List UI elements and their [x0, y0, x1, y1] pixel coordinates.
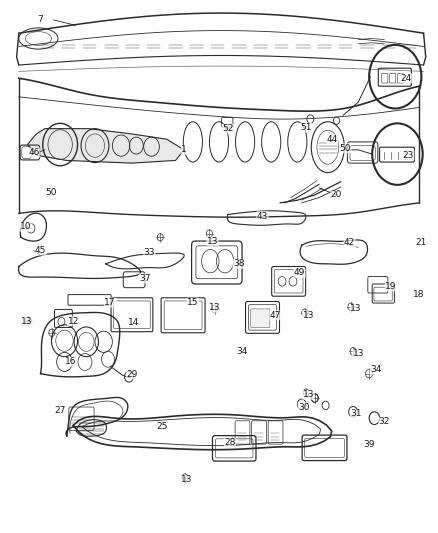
- Text: 34: 34: [370, 366, 381, 374]
- Text: 32: 32: [379, 417, 390, 426]
- Text: 31: 31: [350, 409, 362, 418]
- Text: 42: 42: [344, 238, 355, 247]
- Text: 13: 13: [207, 237, 218, 246]
- Text: 14: 14: [128, 318, 140, 327]
- Text: 13: 13: [180, 475, 192, 484]
- Text: 19: 19: [385, 282, 397, 291]
- Text: 12: 12: [67, 317, 79, 326]
- Text: 52: 52: [222, 124, 233, 133]
- Text: 43: 43: [257, 212, 268, 221]
- Polygon shape: [28, 128, 184, 163]
- Text: 13: 13: [350, 304, 362, 313]
- Text: 13: 13: [21, 317, 32, 326]
- Text: 7: 7: [38, 15, 43, 25]
- Text: 17: 17: [104, 298, 116, 307]
- Text: 13: 13: [303, 390, 314, 399]
- Text: 13: 13: [209, 303, 220, 312]
- Text: 51: 51: [300, 123, 312, 132]
- Text: 15: 15: [187, 298, 199, 307]
- Text: 1: 1: [181, 146, 187, 155]
- Text: 28: 28: [224, 438, 236, 447]
- FancyBboxPatch shape: [251, 309, 270, 327]
- Text: 10: 10: [20, 222, 31, 231]
- Text: 27: 27: [54, 406, 66, 415]
- Text: 45: 45: [35, 246, 46, 255]
- Text: 50: 50: [46, 188, 57, 197]
- Text: 44: 44: [327, 135, 338, 144]
- Text: 25: 25: [157, 422, 168, 431]
- Text: 47: 47: [270, 311, 281, 320]
- Text: 18: 18: [413, 289, 424, 298]
- Text: 33: 33: [144, 248, 155, 257]
- Text: 13: 13: [353, 350, 364, 359]
- Text: 20: 20: [331, 190, 342, 199]
- Text: 46: 46: [28, 148, 40, 157]
- Text: 37: 37: [139, 273, 151, 282]
- Text: 50: 50: [339, 144, 351, 153]
- Text: 24: 24: [400, 74, 412, 83]
- Text: 21: 21: [416, 238, 427, 247]
- Text: 34: 34: [237, 347, 248, 356]
- Text: 23: 23: [403, 151, 414, 160]
- Text: 16: 16: [65, 358, 77, 367]
- Text: 13: 13: [303, 311, 314, 320]
- Text: 30: 30: [298, 402, 310, 411]
- Text: 29: 29: [126, 370, 138, 379]
- Text: 38: 38: [233, 260, 244, 268]
- Text: 49: 49: [294, 268, 305, 277]
- Text: 39: 39: [364, 440, 375, 449]
